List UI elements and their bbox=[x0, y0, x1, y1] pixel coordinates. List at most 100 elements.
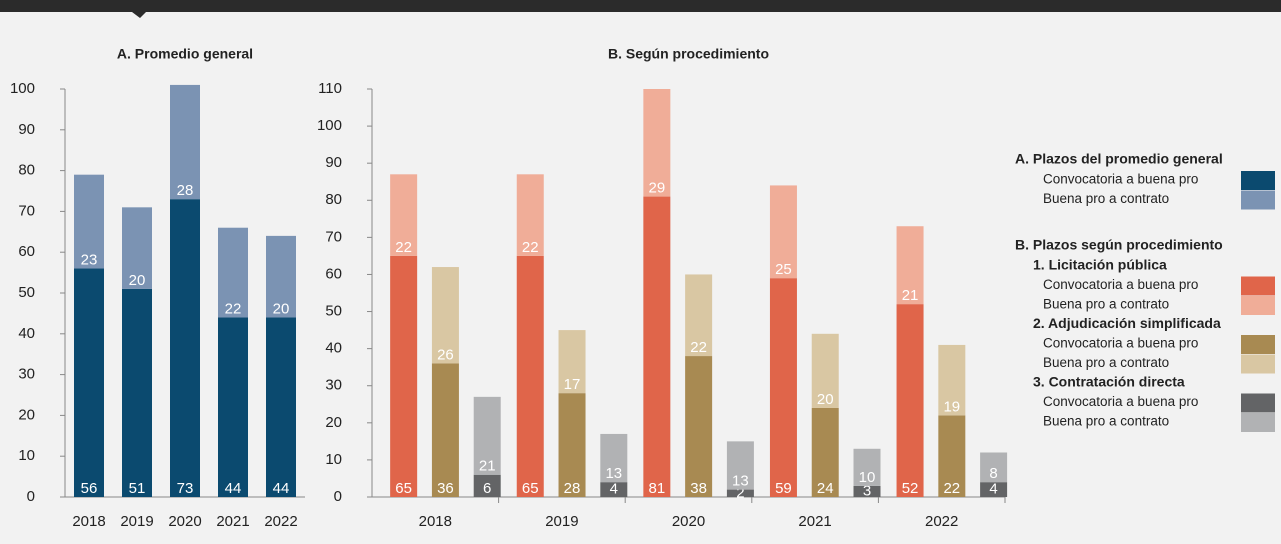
x-tick-label: 2021 bbox=[798, 513, 831, 530]
bar-segment bbox=[769, 278, 797, 497]
legend-swatch bbox=[1241, 171, 1275, 190]
bar-segment bbox=[218, 317, 248, 497]
bar-segment bbox=[516, 174, 544, 256]
x-tick-label: 2019 bbox=[120, 513, 153, 530]
bar-segment bbox=[685, 274, 713, 357]
legend-swatch bbox=[1241, 354, 1275, 374]
y-tick-label: 50 bbox=[18, 284, 35, 301]
value-label: 13 bbox=[732, 473, 749, 490]
value-label: 56 bbox=[81, 480, 98, 497]
bar-segment bbox=[811, 333, 839, 408]
value-label: 28 bbox=[564, 480, 581, 497]
value-label: 24 bbox=[817, 480, 834, 497]
legend-label: Convocatoria a buena pro bbox=[1043, 336, 1198, 351]
legend-group: 2. Adjudicación simplificada bbox=[1033, 315, 1221, 331]
value-label: 25 bbox=[775, 261, 792, 278]
legend-swatch bbox=[1241, 296, 1275, 315]
legend-group: 3. Contratación directa bbox=[1033, 374, 1185, 390]
bar-segment bbox=[896, 226, 924, 305]
y-tick-label: 20 bbox=[325, 414, 342, 431]
bar-segment bbox=[431, 267, 459, 364]
bar-segment bbox=[558, 330, 586, 394]
bar-segment bbox=[643, 89, 671, 197]
y-tick-label: 100 bbox=[317, 117, 342, 134]
legend-swatch bbox=[1241, 335, 1275, 354]
bar-segment bbox=[853, 448, 881, 486]
value-label: 51 bbox=[129, 480, 146, 497]
value-label: 44 bbox=[273, 480, 290, 497]
bar-segment bbox=[769, 185, 797, 279]
bar-segment bbox=[473, 474, 501, 497]
x-tick-label: 2018 bbox=[419, 513, 452, 530]
bar-segment bbox=[938, 415, 966, 497]
bar-segment bbox=[473, 396, 501, 475]
value-label: 65 bbox=[522, 480, 539, 497]
bar-segment bbox=[390, 174, 418, 256]
bar-segment bbox=[600, 433, 628, 483]
value-label: 22 bbox=[522, 239, 539, 256]
legend-swatch bbox=[1241, 276, 1275, 296]
bar-segment bbox=[938, 344, 966, 416]
value-label: 2 bbox=[736, 484, 744, 501]
y-tick-label: 30 bbox=[325, 377, 342, 394]
value-label: 20 bbox=[129, 272, 146, 289]
y-tick-label: 50 bbox=[325, 303, 342, 320]
y-tick-label: 80 bbox=[18, 162, 35, 179]
y-tick-label: 60 bbox=[18, 243, 35, 260]
value-label: 81 bbox=[649, 480, 666, 497]
bar-segment bbox=[170, 84, 200, 200]
y-tick-label: 0 bbox=[27, 488, 35, 505]
legend-group: 1. Licitación pública bbox=[1033, 257, 1167, 273]
y-tick-label: 10 bbox=[325, 451, 342, 468]
value-label: 20 bbox=[817, 391, 834, 408]
y-tick-label: 80 bbox=[325, 191, 342, 208]
y-tick-label: 100 bbox=[10, 80, 35, 97]
value-label: 19 bbox=[943, 398, 960, 415]
value-label: 29 bbox=[649, 180, 666, 197]
legend-label: Buena pro a contrato bbox=[1043, 414, 1169, 429]
legend-label: Convocatoria a buena pro bbox=[1043, 172, 1198, 187]
x-tick-label: 2022 bbox=[264, 513, 297, 530]
bar-segment bbox=[266, 235, 296, 318]
bar-segment bbox=[643, 196, 671, 497]
bar-segment bbox=[390, 255, 418, 497]
bar-segment bbox=[811, 407, 839, 497]
value-label: 36 bbox=[437, 480, 454, 497]
bar-segment bbox=[74, 174, 104, 269]
x-tick-label: 2020 bbox=[672, 513, 705, 530]
bar-segment bbox=[516, 255, 544, 497]
value-label: 8 bbox=[989, 465, 997, 482]
bar-segment bbox=[980, 452, 1008, 483]
y-tick-label: 110 bbox=[318, 80, 342, 97]
legend-title: A. Plazos del promedio general bbox=[1015, 151, 1223, 167]
value-label: 28 bbox=[177, 182, 194, 199]
value-label: 10 bbox=[859, 469, 876, 486]
y-tick-label: 60 bbox=[325, 265, 342, 282]
legend-label: Buena pro a contrato bbox=[1043, 297, 1169, 312]
bar-segment bbox=[600, 482, 628, 497]
value-label: 44 bbox=[225, 480, 242, 497]
value-label: 23 bbox=[81, 251, 98, 268]
legend-swatch bbox=[1241, 393, 1275, 413]
y-tick-label: 30 bbox=[18, 366, 35, 383]
chart-title: B. Según procedimiento bbox=[608, 46, 769, 62]
value-label: 65 bbox=[395, 480, 412, 497]
bar-segment bbox=[726, 441, 754, 490]
bar-segment bbox=[266, 317, 296, 497]
y-tick-label: 10 bbox=[18, 447, 35, 464]
bar-segment bbox=[74, 268, 104, 497]
value-label: 13 bbox=[605, 465, 622, 482]
value-label: 59 bbox=[775, 480, 792, 497]
y-tick-label: 40 bbox=[325, 340, 342, 357]
header-bar bbox=[0, 0, 1281, 18]
bar-segment bbox=[685, 356, 713, 497]
value-label: 22 bbox=[943, 480, 960, 497]
x-tick-label: 2019 bbox=[545, 513, 578, 530]
value-label: 20 bbox=[273, 300, 290, 317]
value-label: 22 bbox=[395, 239, 412, 256]
value-label: 22 bbox=[225, 300, 242, 317]
legend-label: Buena pro a contrato bbox=[1043, 191, 1169, 206]
legend-label: Convocatoria a buena pro bbox=[1043, 394, 1198, 409]
